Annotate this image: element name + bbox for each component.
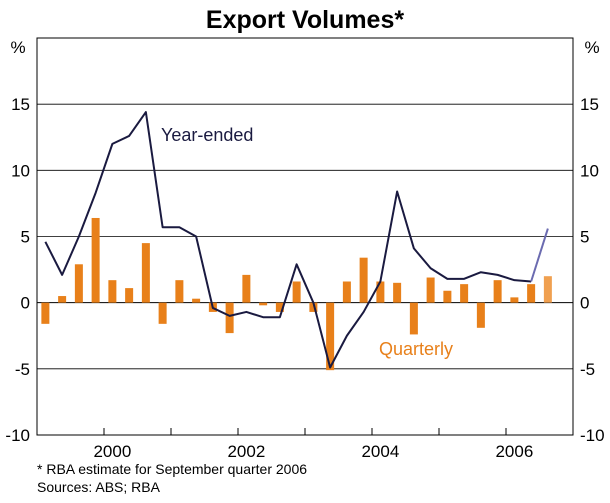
quarterly-bar: [141, 243, 150, 303]
y-tick-label-left: 15: [11, 95, 30, 114]
quarterly-bar: [426, 277, 435, 303]
quarterly-bar: [259, 302, 268, 306]
year-ended-line: [44, 111, 549, 369]
quarterly-bar: [409, 302, 418, 335]
x-tick-label: 2004: [361, 442, 399, 461]
quarterly-bar: [41, 302, 50, 324]
year-ended-series-line: [44, 111, 532, 369]
quarterly-bar: [510, 297, 519, 303]
plot-frame: [36, 37, 574, 436]
y-tick-label-right: -5: [580, 360, 595, 379]
quarterly-bar: [74, 264, 83, 303]
quarterly-bar: [58, 296, 67, 303]
left-axis-unit: %: [10, 38, 25, 57]
year-ended-estimate-segment: [530, 228, 549, 282]
quarterly-bar: [493, 280, 502, 303]
chart-title: Export Volumes*: [206, 6, 404, 34]
quarterly-bar: [175, 280, 184, 303]
quarterly-bar: [242, 274, 251, 303]
quarterly-bar: [275, 302, 284, 312]
quarterly-bar: [158, 302, 167, 324]
quarterly-bar: [443, 290, 452, 303]
quarterly-bar: [543, 276, 552, 303]
quarterly-bar: [342, 281, 351, 303]
y-tick-label-right: 0: [580, 294, 589, 313]
y-tick-label-left: -5: [15, 360, 30, 379]
quarterly-bar: [527, 284, 536, 303]
x-tick-label: 2002: [227, 442, 265, 461]
quarterly-bar: [460, 284, 469, 303]
quarterly-bar: [292, 281, 301, 303]
gridlines: [37, 103, 573, 436]
y-tick-label-left: 5: [21, 228, 30, 247]
footnote-estimate-text: * RBA estimate for September quarter 200…: [37, 461, 308, 477]
quarterly-bar: [326, 302, 335, 371]
quarterly-bar: [376, 281, 385, 303]
right-axis-unit: %: [584, 38, 599, 57]
quarterly-label: Quarterly: [379, 339, 453, 359]
axis-ticks: -10 -10 -5 -5 0 0 5 5 10 10 15 15 2000 2002 2004 2006: [5, 95, 604, 461]
x-tick-label: 2000: [93, 442, 131, 461]
y-tick-label-right: 10: [580, 161, 599, 180]
y-tick-label-left: -10: [5, 426, 30, 445]
y-tick-label-right: 5: [580, 228, 589, 247]
quarterly-bar: [91, 217, 100, 303]
year-ended-label: Year-ended: [161, 125, 253, 145]
quarterly-bar: [125, 288, 134, 303]
y-tick-label-left: 10: [11, 161, 30, 180]
quarterly-bar: [309, 302, 318, 312]
y-tick-label-left: 0: [21, 294, 30, 313]
footnote-estimate: * RBA estimate for September quarter 200…: [37, 461, 307, 477]
y-tick-label-right: 15: [580, 95, 599, 114]
quarterly-bar: [108, 280, 117, 303]
footnote-sources: Sources: ABS; RBA: [37, 479, 160, 495]
quarterly-bar: [192, 298, 201, 303]
quarterly-bar: [476, 302, 485, 328]
y-tick-label-right: -10: [580, 426, 605, 445]
quarterly-bar: [359, 257, 368, 303]
footnote-sources-text: Sources: ABS; RBA: [37, 479, 160, 495]
quarterly-bar: [225, 302, 234, 334]
quarterly-bar: [393, 282, 402, 303]
x-tick-label: 2006: [495, 442, 533, 461]
quarterly-bars: [41, 217, 552, 371]
